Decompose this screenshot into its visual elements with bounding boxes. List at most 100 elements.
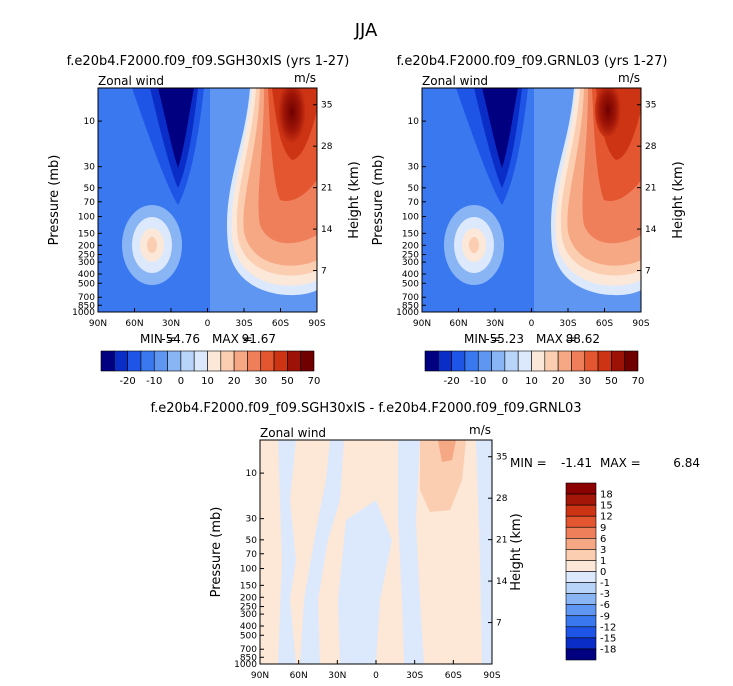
panel-difference-ylabel: Pressure (mb) [209,507,224,598]
panel-control-xtick-label: 30N [162,319,180,329]
panel-experiment-ytick-label: 100 [402,213,419,223]
panel-difference-axes: 90N 60N 30N 0 30S 60S 90S103050701001502002503… [234,453,508,681]
panel-difference-xtick-label: 60N [290,671,308,681]
panel-control-colorbar-swatch [153,350,168,372]
panel-experiment-ytick-label: 400 [402,270,419,280]
panel-control-ytick-label: 10 [84,117,96,127]
panel-experiment-max-label: MAX = [536,332,577,346]
panel-experiment-units: m/s [618,71,640,85]
panel-control-colorbar-label: 20 [228,376,241,387]
panel-control-colorbar-swatch [114,350,128,372]
panel-difference-ytick-label: 10 [246,469,258,479]
panel-control-colorbar-swatch [287,350,301,372]
panel-experiment-colorbar-label: 10 [525,376,538,387]
panel-experiment-xtick-label: 30N [486,319,504,329]
panel-control-ytick-label: 30 [84,163,96,173]
panel-experiment-colorbar-swatch [531,350,546,372]
panel-experiment-field: Zonal wind [422,74,488,88]
panel-difference-colorbar-label: -3 [600,589,610,600]
panel-experiment-colorbar-label: -10 [470,376,486,387]
panel-experiment-colorbar-swatch [611,350,625,372]
panel-control-colorbar: -20 -10 0 10 20 30 50 70 [100,350,320,387]
panel-control-ytick-label: 300 [78,258,95,268]
panel-experiment-colorbar-swatch [451,350,466,372]
panel-control-xtick-label: 0 [205,319,211,329]
panel-experiment-ytick-label: 700 [402,293,419,303]
panel-difference-ytick-right-label: 35 [496,453,507,463]
panel-control-ytick-label: 1000 [72,308,95,318]
panel-experiment-ytick-label: 850 [402,301,419,311]
panel-difference-min-label: MIN = [510,456,547,470]
panel-difference-colorbar-swatch [565,604,597,617]
panel-experiment-ytick-right-label: 21 [645,184,656,194]
panel-difference-ytick-right-label: 7 [496,619,502,629]
panel-difference-colorbar-label: 12 [600,512,613,523]
panel-experiment-ylabel: Pressure (mb) [371,155,386,246]
panel-experiment-colorbar-swatch [584,350,599,372]
panel-difference-xtick-label: 90N [251,671,269,681]
panel-difference-colorbar-label: -15 [600,633,616,644]
panel-difference-max-value: 6.84 [673,456,700,470]
panel-control-xtick-label: 30S [235,319,252,329]
panel-experiment-colorbar-label: 20 [552,376,565,387]
panel-experiment-ytick-label: 50 [408,184,420,194]
panel-difference-colorbar-label: 15 [600,501,613,512]
panel-control-colorbar-label: 50 [281,376,294,387]
panel-experiment-ytick-label: 150 [402,229,419,239]
panel-difference-xtick-label: 60S [445,671,462,681]
panel-experiment-colorbar-label: 30 [578,376,591,387]
panel-difference-max-label: MAX = [600,456,641,470]
panel-difference-ytick-label: 850 [240,653,257,663]
panel-difference-min-value: -1.41 [561,456,592,470]
panel-experiment-colorbar-swatch [438,350,452,372]
panel-difference-colorbar-swatch [565,593,597,605]
panel-difference-colorbar-swatch [565,571,597,583]
panel-control-colorbar-swatch [233,350,248,372]
panel-control-ytick-label: 200 [78,241,95,251]
panel-difference: f.e20b4.F2000.f09_f09.SGH30xIS - f.e20b4… [150,401,700,681]
panel-difference-ytick-label: 500 [240,631,257,641]
panel-experiment-min-value: -55.23 [485,332,524,346]
panel-difference-ytick-label: 700 [240,645,257,655]
panel-control-max-label: MAX = [212,332,253,346]
panel-experiment-ytick-label: 30 [408,163,420,173]
panel-difference-ytick-label: 150 [240,581,257,591]
panel-control-ytick-label: 100 [78,213,95,223]
panel-experiment-colorbar-label: -20 [443,376,459,387]
panel-difference-colorbar-label: 6 [600,534,606,545]
panel-experiment-ytick-label: 200 [402,241,419,251]
panel-experiment-ytick-right-label: 35 [645,101,656,111]
panel-experiment-ytick-label: 250 [402,251,419,261]
panel-experiment-ylabel-right: Height (km) [671,161,686,238]
panel-difference-colorbar-swatch [565,526,597,539]
panel-difference-ytick-label: 30 [246,515,258,525]
panel-difference-ytick-label: 50 [246,536,258,546]
panel-control-colorbar-swatch [260,350,275,372]
panel-control-colorbar-label: 10 [201,376,214,387]
panel-difference-colorbar-swatch [565,626,597,639]
panel-control-colorbar-label: -10 [146,376,162,387]
panel-experiment-colorbar-swatch [557,350,572,372]
panel-control-min-label: MIN = [140,332,177,346]
panel-experiment-ytick-label: 10 [408,117,420,127]
panel-difference-ytick-right-label: 14 [496,577,508,587]
panel-control-colorbar-label: 30 [254,376,267,387]
panel-difference-colorbar-label: -18 [600,644,616,655]
panel-difference-colorbar-swatch [565,637,597,650]
panel-experiment-colorbar-swatch [624,350,639,372]
panel-control-xtick-label: 60S [272,319,289,329]
panel-control-colorbar-swatch [127,350,142,372]
panel-difference-ytick-label: 200 [240,593,257,603]
panel-control-ytick-right-label: 14 [321,225,333,235]
panel-control-colorbar-label: -20 [119,376,135,387]
panel-control-ytick-right-label: 28 [321,142,333,152]
panel-experiment-colorbar-swatch [424,350,439,372]
panel-experiment-colorbar-swatch [571,350,586,372]
panel-experiment-ytick-right-label: 7 [645,267,651,277]
panel-experiment-xtick-label: 60N [449,319,467,329]
panel-experiment-field-plot [422,88,641,312]
figure-title: JJA [354,20,378,41]
panel-difference-colorbar-label: 9 [600,523,606,534]
panel-experiment-xtick-label: 0 [529,319,535,329]
